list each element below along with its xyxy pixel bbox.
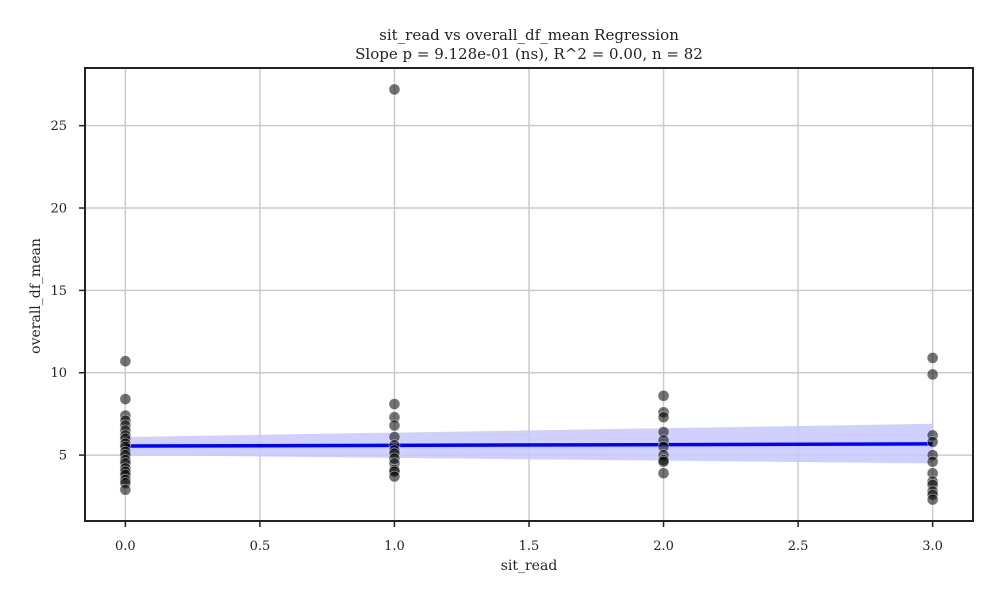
grid [85, 68, 973, 521]
chart-title: sit_read vs overall_df_mean Regression [379, 26, 679, 44]
y-tick-label: 20 [50, 202, 67, 217]
data-point [926, 455, 939, 468]
x-tick-label: 0.0 [115, 539, 136, 554]
y-tick-label: 5 [59, 449, 67, 464]
regression-line [125, 442, 933, 448]
data-point [388, 398, 401, 410]
data-point [657, 390, 670, 402]
data-point [926, 436, 939, 448]
x-axis-ticks: 0.0 0.5 1.0 1.5 2.0 2.5 3.0 [115, 521, 943, 554]
x-tick-label: 2.0 [653, 539, 674, 554]
y-tick-label: 10 [50, 366, 67, 381]
y-axis-ticks: 5 10 15 20 25 [50, 119, 85, 464]
data-point [119, 483, 132, 496]
data-point [119, 355, 132, 368]
y-tick-label: 15 [50, 284, 67, 299]
data-point [119, 393, 132, 405]
data-point [657, 467, 670, 480]
y-axis-label: overall_df_mean [28, 238, 44, 354]
x-tick-label: 0.5 [250, 539, 271, 554]
regression-line-layer [125, 442, 933, 448]
data-point [926, 368, 939, 381]
chart-subtitle: Slope p = 9.128e-01 (ns), R^2 = 0.00, n … [355, 45, 703, 63]
data-point [926, 493, 939, 506]
x-tick-label: 1.0 [384, 539, 405, 554]
x-tick-label: 3.0 [922, 539, 943, 554]
x-axis-label: sit_read [501, 558, 558, 574]
scatter-points [119, 83, 939, 506]
data-point [388, 470, 401, 483]
data-point [926, 352, 939, 364]
data-point [388, 419, 401, 432]
data-point [657, 455, 670, 468]
x-tick-label: 1.5 [519, 539, 540, 554]
data-point [657, 411, 670, 424]
x-tick-label: 2.5 [788, 539, 809, 554]
data-point [388, 83, 401, 96]
y-tick-label: 25 [50, 119, 67, 134]
